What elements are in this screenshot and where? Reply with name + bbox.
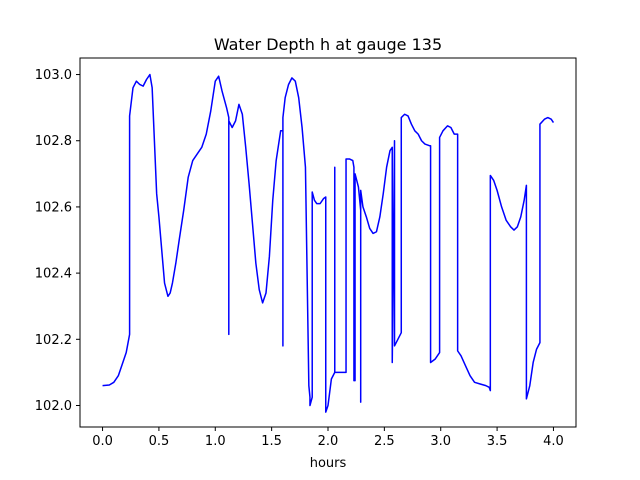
y-axis-ticks: 102.0 102.2 102.4 102.6 102.8 103.0	[35, 68, 80, 414]
y-tick-label: 102.6	[35, 200, 72, 215]
y-tick-label: 103.0	[35, 68, 72, 83]
x-tick-label: 4.0	[543, 434, 564, 449]
x-tick-label: 3.0	[430, 434, 451, 449]
x-tick-label: 2.5	[374, 434, 395, 449]
y-tick-label: 102.8	[35, 134, 72, 149]
x-tick-label: 2.0	[318, 434, 339, 449]
y-tick-label: 102.4	[35, 267, 72, 282]
y-tick-label: 102.0	[35, 399, 72, 414]
x-axis-label: hours	[310, 456, 347, 471]
x-tick-label: 3.5	[487, 434, 508, 449]
chart-title: Water Depth h at gauge 135	[214, 35, 442, 54]
x-tick-label: 0.0	[92, 434, 113, 449]
y-tick-label: 102.2	[35, 333, 72, 348]
series-line-0	[102, 73, 555, 413]
x-axis-ticks: 0.0 0.5 1.0 1.5 2.0 2.5 3.0 3.5 4.0	[92, 427, 564, 449]
x-tick-label: 0.5	[149, 434, 170, 449]
x-tick-label: 1.0	[205, 434, 226, 449]
x-tick-label: 1.5	[261, 434, 282, 449]
